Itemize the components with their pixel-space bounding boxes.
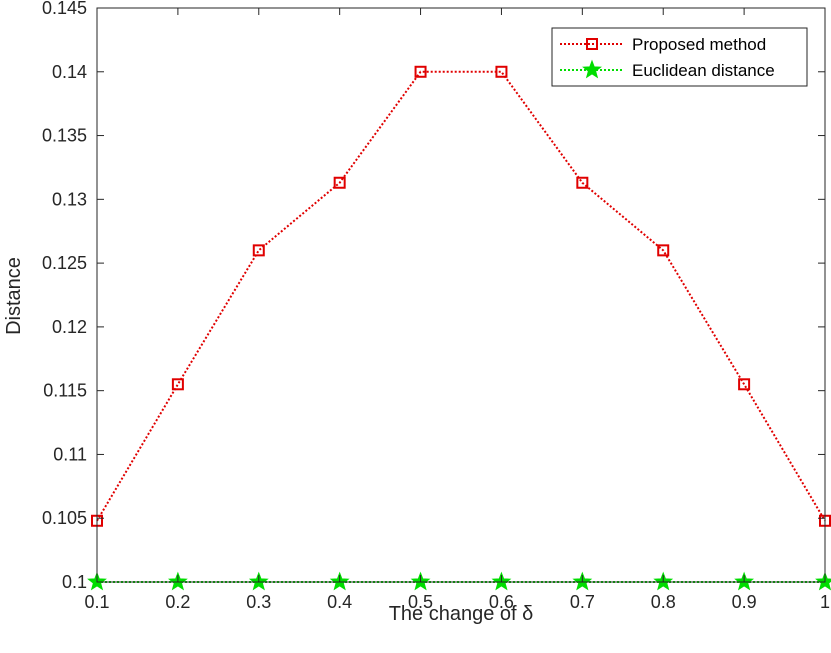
x-tick-label: 0.5 (408, 592, 433, 612)
data-point-marker (414, 65, 427, 78)
series-line (96, 70, 826, 522)
y-axis-label: Distance (3, 257, 25, 335)
legend-label: Proposed method (632, 35, 766, 54)
x-tick-label: 0.2 (165, 592, 190, 612)
plot-frame (96, 7, 826, 583)
ticks-layer: 0.1 0.2 0.3 0.4 0.5 0.6 0.7 0.8 0.9 1 0.1 0.105 0.11… (42, 0, 830, 612)
legend-marker (582, 59, 602, 79)
x-tick-label: 0.4 (327, 592, 352, 612)
y-tick-label: 0.145 (42, 0, 87, 18)
data-point-marker (815, 571, 831, 591)
x-tick-label: 0.9 (732, 592, 757, 612)
legend-box (551, 27, 808, 87)
y-tick-label: 0.14 (52, 62, 87, 82)
x-tick-label: 0.8 (651, 592, 676, 612)
legend: Proposed method Euclidean distance (551, 27, 808, 87)
y-tick-label: 0.125 (42, 253, 87, 273)
y-tick-label: 0.11 (53, 444, 87, 464)
y-tick-label: 0.12 (52, 317, 87, 337)
data-point-marker (495, 65, 508, 78)
x-tick-label: 1 (820, 592, 830, 612)
legend-entry-1: Proposed method (560, 35, 766, 54)
x-tick-label: 0.6 (489, 592, 514, 612)
x-axis-label: The change of δ (389, 603, 534, 625)
y-tick-label: 0.1 (62, 572, 87, 592)
x-tick-label: 0.7 (570, 592, 595, 612)
data-point-marker (657, 244, 670, 257)
data-point-marker (252, 244, 265, 257)
y-tick-label: 0.135 (42, 126, 87, 146)
legend-label: Euclidean distance (632, 61, 775, 80)
y-tick-label: 0.105 (42, 508, 87, 528)
data-point-marker (576, 176, 589, 189)
y-tick-label: 0.115 (43, 381, 87, 401)
data-point-marker (171, 378, 184, 391)
legend-entry-2: Euclidean distance (560, 59, 775, 80)
data-point-marker (738, 378, 751, 391)
x-tick-label: 0.1 (84, 592, 109, 612)
data-point-marker (333, 176, 346, 189)
y-tick-label: 0.13 (52, 189, 87, 209)
axes-layer (96, 7, 826, 583)
x-tick-label: 0.3 (246, 592, 271, 612)
legend-marker (586, 38, 598, 50)
